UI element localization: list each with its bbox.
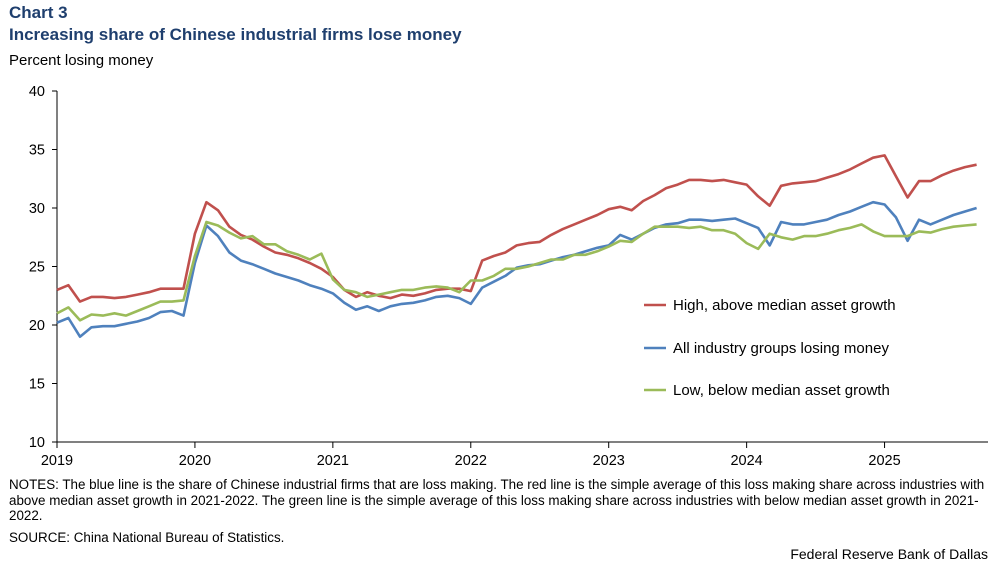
series-line-3 xyxy=(56,220,977,322)
chart-source: SOURCE: China National Bureau of Statist… xyxy=(9,530,285,545)
legend-label: Low, below median asset growth xyxy=(673,382,890,399)
y-tick-label: 25 xyxy=(29,260,45,276)
publisher-credit: Federal Reserve Bank of Dallas xyxy=(790,546,988,562)
legend-label: High, above median asset growth xyxy=(673,297,896,314)
chart-notes: NOTES: The blue line is the share of Chi… xyxy=(9,477,985,523)
x-tick-label: 2021 xyxy=(317,453,349,469)
y-tick-label: 35 xyxy=(29,143,45,159)
y-axis-unit-label: Percent losing money xyxy=(9,52,154,69)
y-tick-label: 30 xyxy=(29,201,45,217)
x-axis: 2019 2020 2021 2022 2023 2024 2025 xyxy=(41,441,988,469)
legend: High, above median asset growth All indus… xyxy=(644,297,896,399)
chart-number: Chart 3 xyxy=(9,3,68,22)
x-tick-label: 2024 xyxy=(730,453,762,469)
x-tick-label: 2019 xyxy=(41,453,73,469)
y-tick-label: 15 xyxy=(29,377,45,393)
x-tick-label: 2022 xyxy=(455,453,487,469)
x-tick-label: 2025 xyxy=(868,453,900,469)
x-tick-label: 2023 xyxy=(593,453,625,469)
legend-label: All industry groups losing money xyxy=(673,340,889,357)
y-tick-label: 40 xyxy=(29,84,45,100)
y-tick-label: 10 xyxy=(29,435,45,451)
x-tick-label: 2020 xyxy=(179,453,211,469)
series-lines xyxy=(56,154,977,339)
y-axis: 10 15 20 25 30 35 40 xyxy=(29,84,58,451)
y-tick-label: 20 xyxy=(29,318,45,334)
chart-title: Increasing share of Chinese industrial f… xyxy=(9,25,462,44)
series-line-1 xyxy=(56,154,977,303)
